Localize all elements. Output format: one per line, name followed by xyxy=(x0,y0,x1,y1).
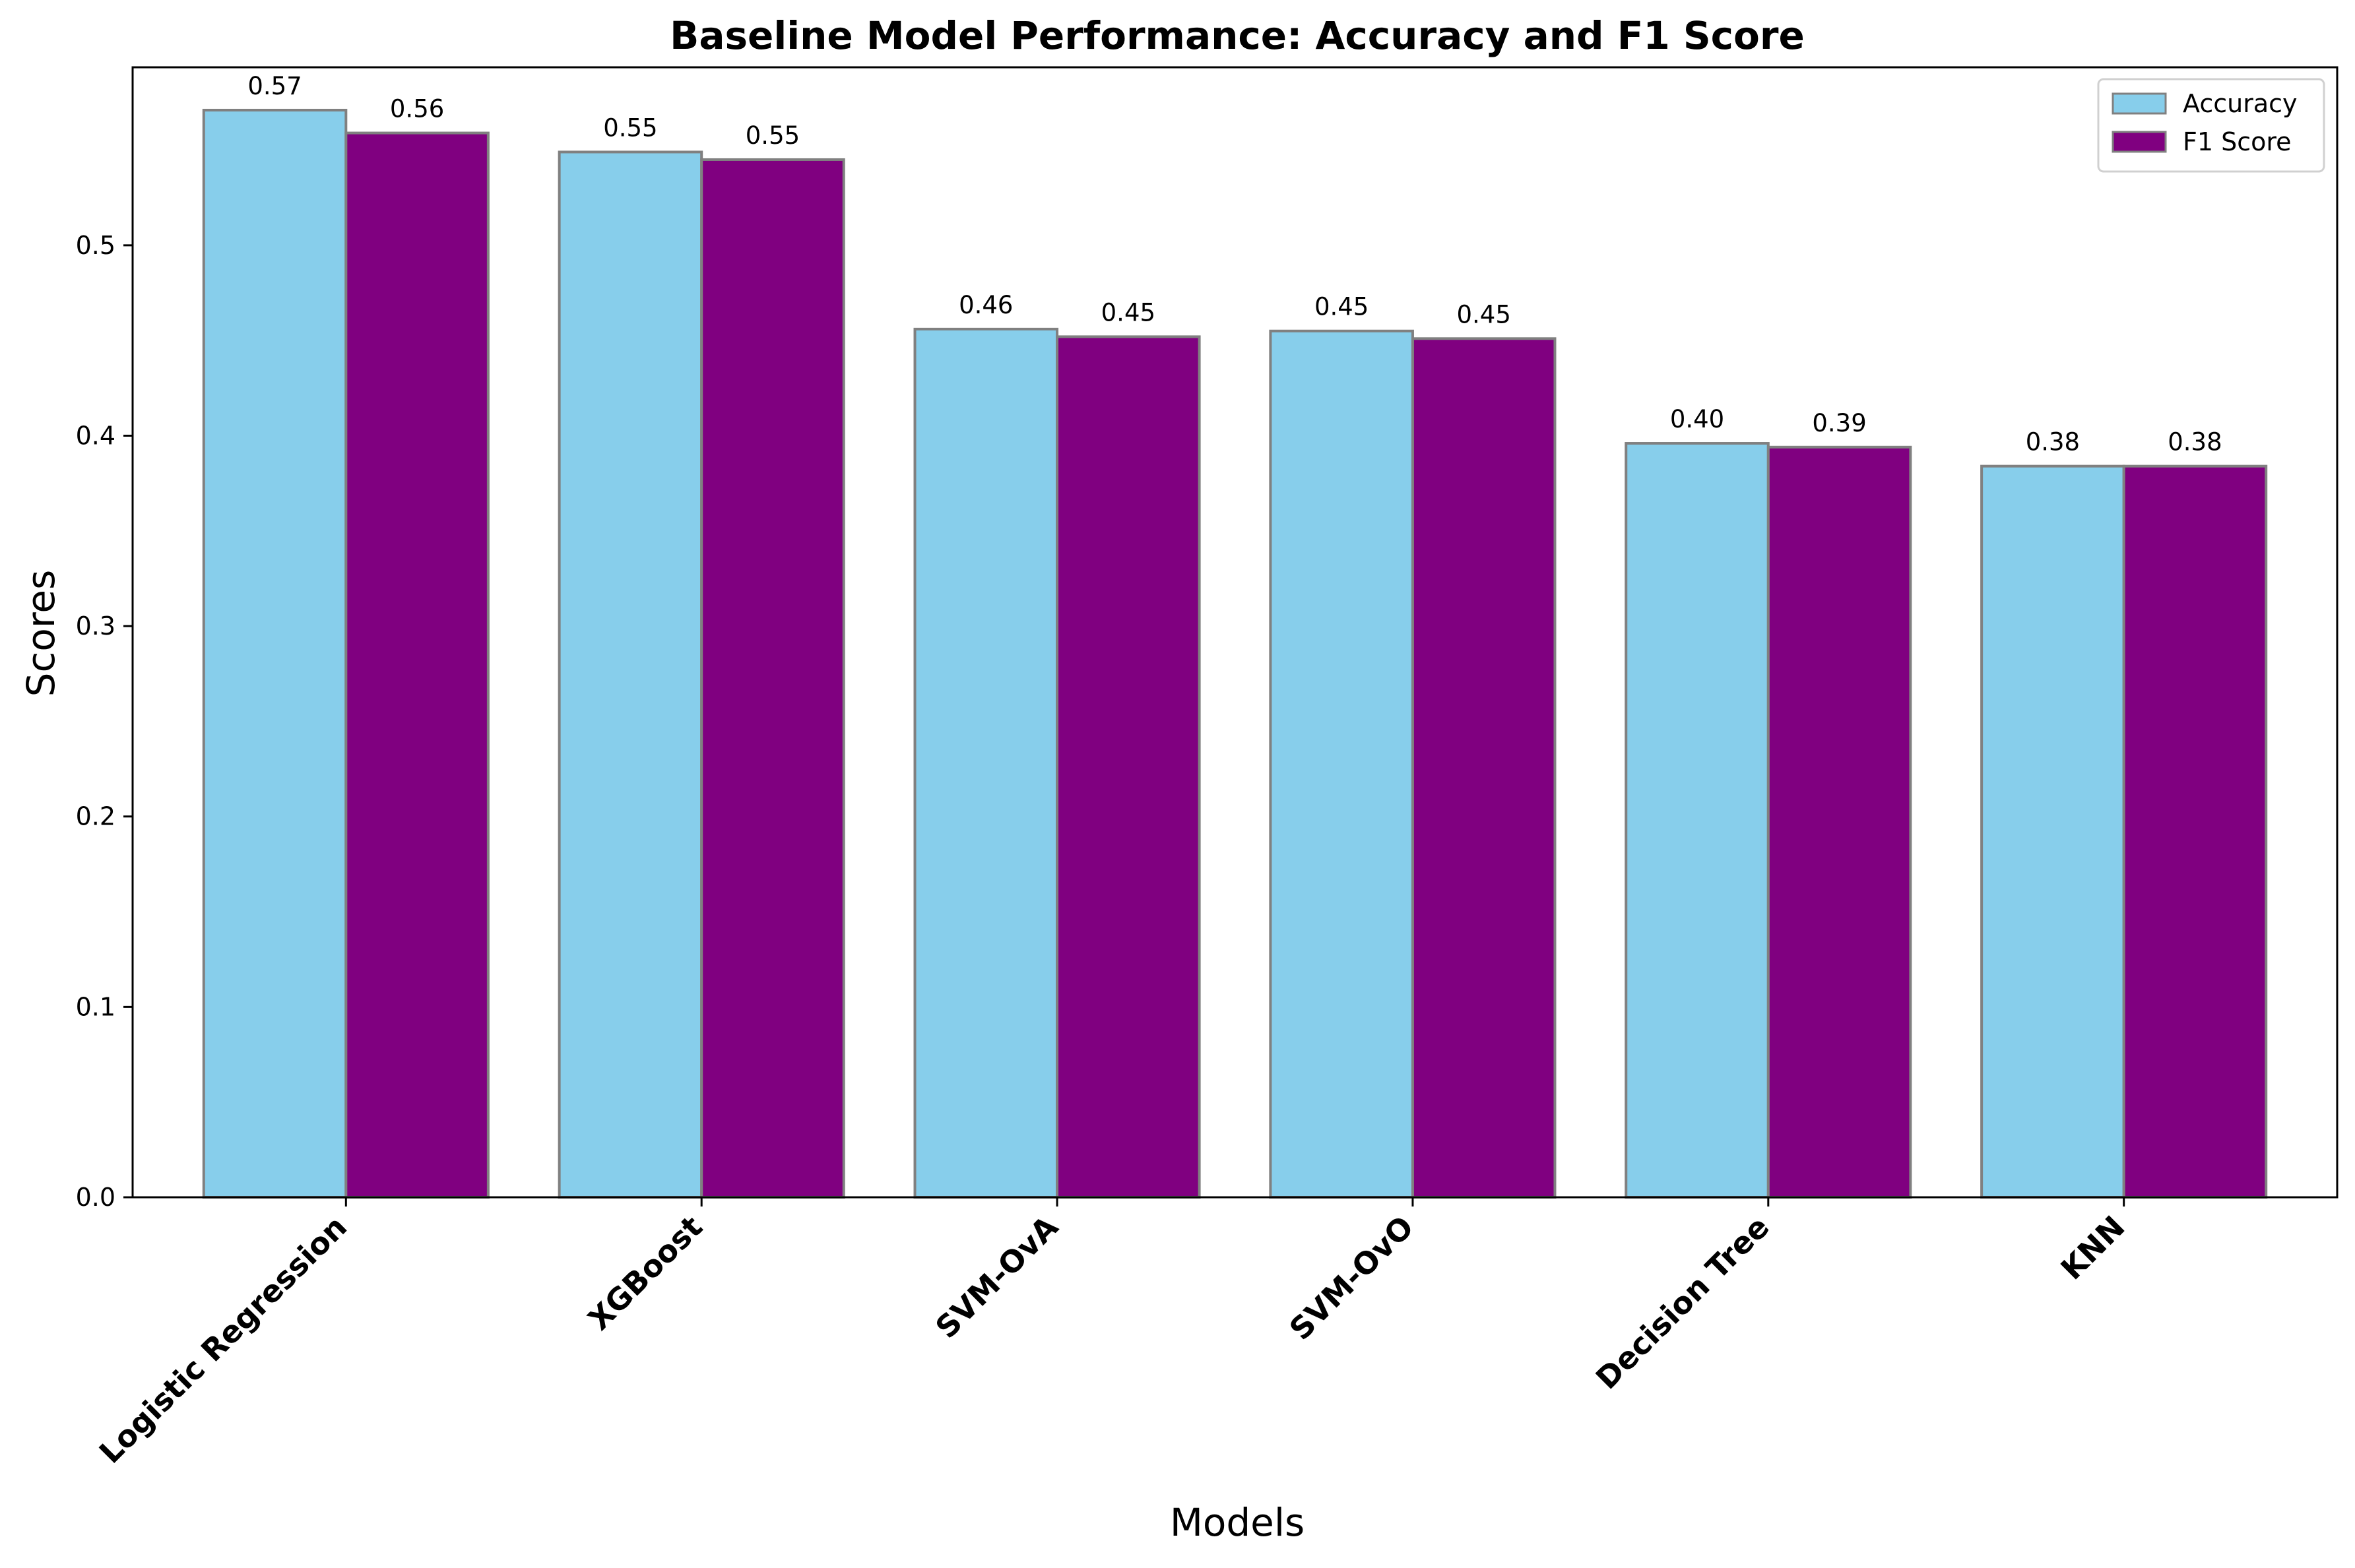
bar-1-5 xyxy=(2122,464,2268,1199)
plot-frame xyxy=(131,66,2339,1199)
legend-swatch-1 xyxy=(2112,131,2167,153)
y-tick-label-5: 0.5 xyxy=(76,231,115,260)
data-label-1-0: 0.56 xyxy=(390,95,444,123)
legend-label-0: Accuracy xyxy=(2183,89,2298,118)
legend-label-1: F1 Score xyxy=(2183,127,2292,156)
data-label-1-4: 0.39 xyxy=(1812,409,1866,437)
data-label-1-2: 0.45 xyxy=(1101,298,1155,327)
x-axis-label: Models xyxy=(1170,1500,1305,1545)
bar-0-0 xyxy=(202,108,348,1199)
bar-0-4 xyxy=(1625,442,1770,1199)
bar-0-1 xyxy=(558,150,703,1199)
data-label-0-0: 0.57 xyxy=(247,72,302,100)
y-axis: 0.0 0.1 0.2 0.3 0.4 0.5 xyxy=(76,231,133,1212)
y-tick-label-3: 0.3 xyxy=(76,612,115,641)
bar-0-3 xyxy=(1269,329,1414,1199)
data-label-1-3: 0.45 xyxy=(1457,300,1511,329)
data-labels-layer: 0.57 0.55 0.46 0.45 0.40 0.38 0.56 0.55 0.45 0.45… xyxy=(247,72,2222,456)
bar-1-4 xyxy=(1766,445,1912,1199)
y-tick-label-0: 0.0 xyxy=(76,1183,115,1212)
chart-title: Baseline Model Performance: Accuracy and… xyxy=(670,13,1805,58)
data-label-1-5: 0.38 xyxy=(2168,428,2222,456)
bar-1-2 xyxy=(1056,335,1201,1199)
bars-layer xyxy=(202,108,2268,1199)
bar-1-3 xyxy=(1411,337,1557,1199)
bar-0-2 xyxy=(913,327,1059,1199)
data-label-0-4: 0.40 xyxy=(1670,405,1724,433)
data-label-0-5: 0.38 xyxy=(2026,428,2080,456)
bar-1-1 xyxy=(700,158,845,1199)
legend-swatch-0 xyxy=(2112,92,2167,115)
y-tick-label-4: 0.4 xyxy=(76,421,115,450)
bar-0-5 xyxy=(1980,464,2125,1199)
legend: Accuracy F1 Score xyxy=(2097,78,2325,173)
data-label-0-3: 0.45 xyxy=(1314,293,1369,321)
data-label-0-1: 0.55 xyxy=(603,113,657,142)
y-tick-label-2: 0.2 xyxy=(76,802,115,831)
y-tick-label-1: 0.1 xyxy=(76,992,115,1021)
data-label-1-1: 0.55 xyxy=(746,121,800,150)
bar-1-0 xyxy=(344,131,490,1199)
data-label-0-2: 0.46 xyxy=(959,291,1013,319)
y-axis-label: Scores xyxy=(18,570,63,697)
